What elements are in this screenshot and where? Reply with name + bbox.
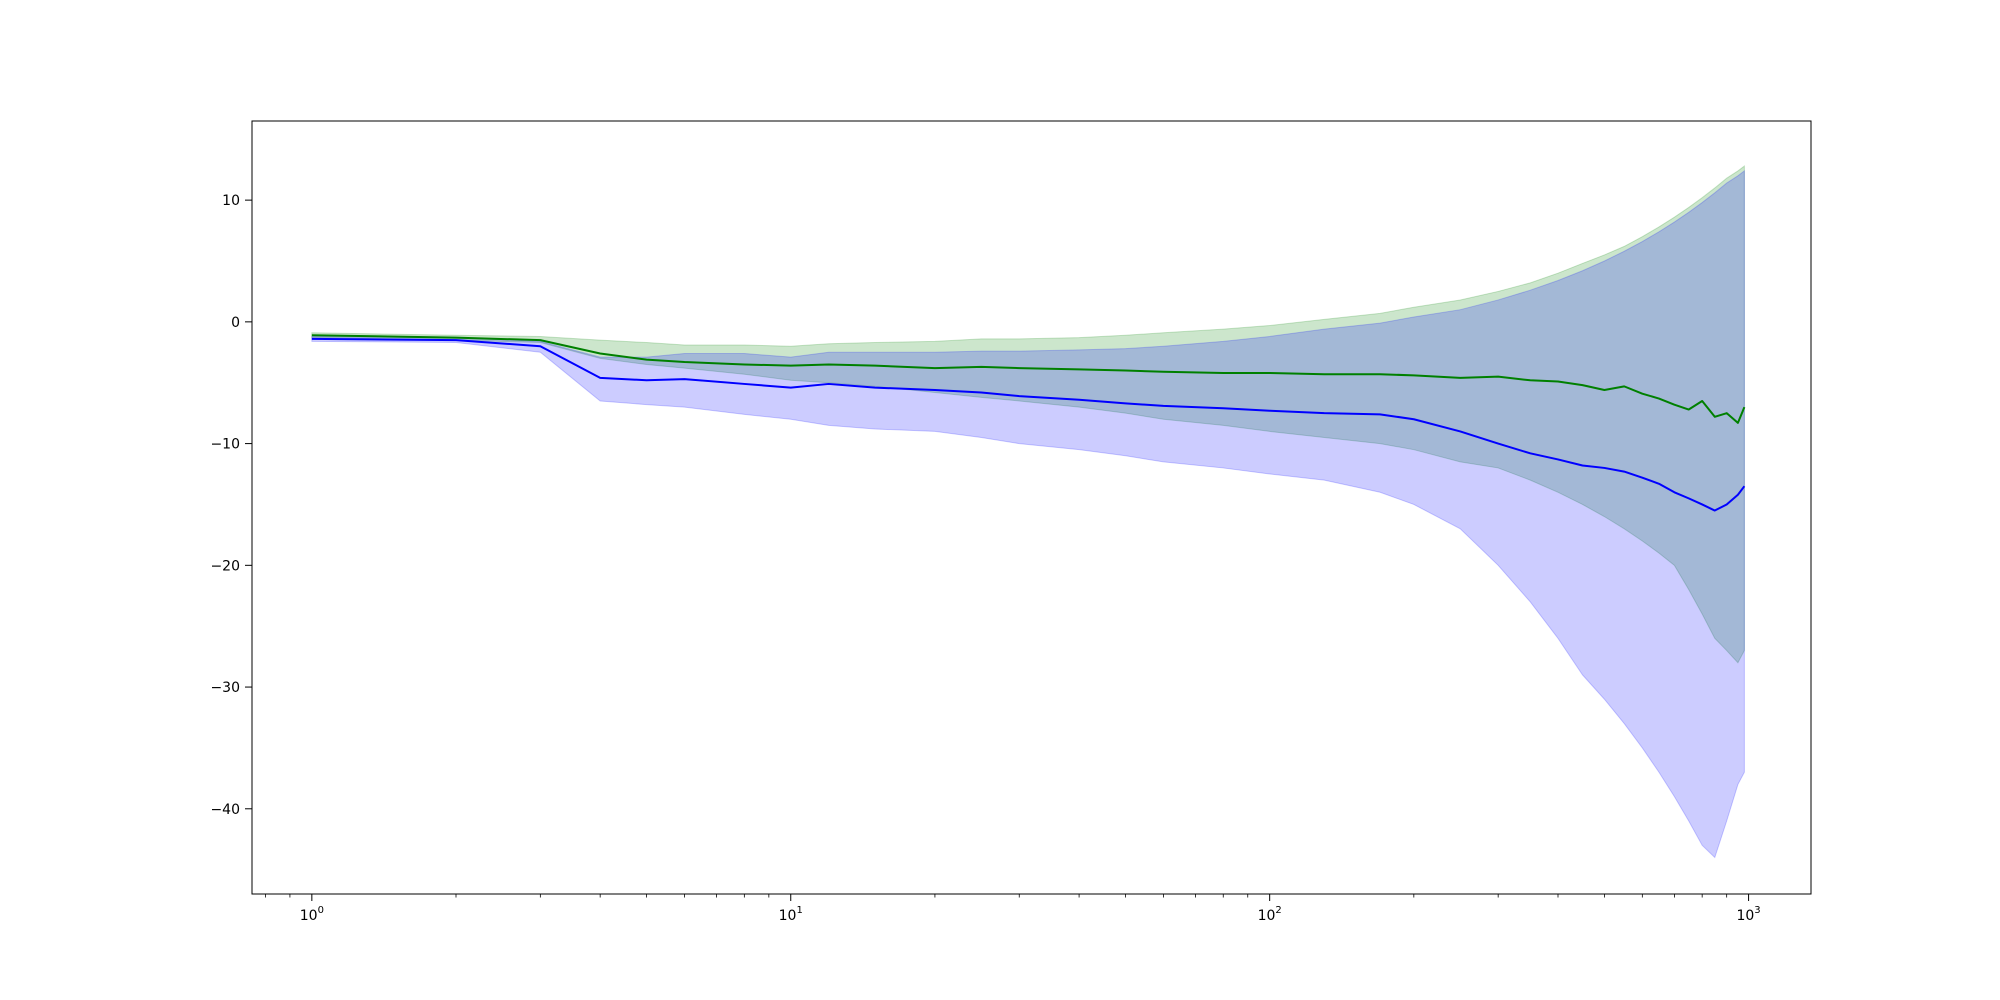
x-tick-label-exponent: 2: [1275, 905, 1281, 916]
y-tick-label: 0: [231, 315, 240, 331]
confidence-bands: [311, 165, 1745, 859]
series-lines: [311, 334, 1746, 512]
series-1-line: [311, 337, 1746, 512]
x-tick-label: 101: [779, 905, 803, 924]
series-1-band: [311, 169, 1745, 859]
x-tick-label: 103: [1736, 905, 1760, 924]
series-0-line: [311, 334, 1746, 424]
y-tick-label: −10: [210, 437, 240, 453]
x-tick-label-exponent: 0: [318, 905, 324, 916]
y-tick-label: 10: [222, 193, 240, 209]
y-tick-label: −40: [210, 802, 240, 818]
x-axis: 100 101 102 103: [265, 894, 1761, 924]
plot-area-frame: [251, 120, 1812, 895]
x-tick-label: 100: [300, 905, 324, 924]
x-tick-label-exponent: 1: [796, 905, 802, 916]
y-tick-label: −20: [210, 558, 240, 574]
y-axis: 10 0 −10 −20 −30 −40: [210, 193, 252, 818]
y-tick-label: −30: [210, 680, 240, 696]
series-0-band: [311, 165, 1745, 664]
x-tick-label-base: 10: [1736, 908, 1754, 924]
x-tick-label-base: 10: [300, 908, 318, 924]
x-tick-label: 102: [1258, 905, 1282, 924]
x-tick-label-exponent: 3: [1754, 905, 1760, 916]
x-tick-label-base: 10: [1258, 908, 1276, 924]
x-tick-label-base: 10: [779, 908, 797, 924]
